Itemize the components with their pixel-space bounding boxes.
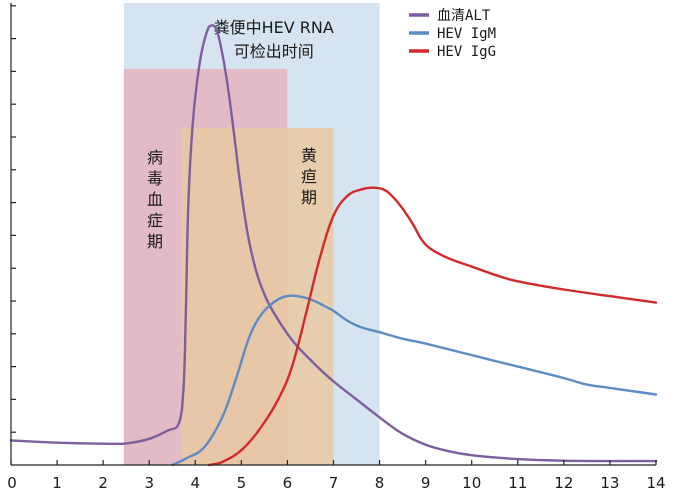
viremia-label: 毒 [147, 169, 163, 188]
viremia-label: 血 [147, 190, 163, 209]
x-tick-label: 6 [283, 474, 293, 492]
legend-label: HEV IgM [437, 26, 496, 42]
x-tick-label: 8 [375, 474, 385, 492]
fecal-rna-label: 粪便中HEV RNA [214, 18, 334, 37]
viremia-label: 期 [147, 232, 163, 251]
x-tick-label: 14 [646, 474, 665, 492]
axes: 0 1 2 3 4 5 6 7 8 9 10 11 12 13 14 [7, 3, 666, 492]
legend-label: HEV IgG [437, 44, 496, 60]
x-tick-label: 4 [191, 474, 201, 492]
igm-line [171, 294, 658, 467]
x-tick-label: 5 [237, 474, 247, 492]
alt-line [9, 24, 658, 463]
series-lines [9, 24, 658, 467]
x-tick-label: 2 [98, 474, 108, 492]
jaundice-band [181, 128, 334, 465]
x-tick-label: 7 [329, 474, 339, 492]
x-tick-label: 13 [600, 474, 619, 492]
x-tick-label: 10 [462, 474, 481, 492]
igg-line [207, 186, 658, 467]
jaundice-label: 疸 [301, 167, 317, 186]
x-tick-label: 1 [52, 474, 62, 492]
fecal-rna-label: 可检出时间 [234, 42, 314, 61]
legend: 血清ALT HEV IgM HEV IgG [409, 8, 496, 60]
jaundice-label: 期 [301, 188, 317, 207]
viremia-label: 病 [147, 148, 163, 167]
x-tick-label: 11 [508, 474, 527, 492]
viremia-label: 症 [147, 211, 163, 230]
x-tick-label: 0 [7, 474, 17, 492]
x-tick-label: 12 [554, 474, 573, 492]
period-bands [123, 3, 380, 465]
jaundice-label: 黄 [301, 146, 317, 165]
x-tick-label: 3 [144, 474, 154, 492]
legend-label: 血清ALT [437, 8, 491, 24]
x-tick-label: 9 [421, 474, 431, 492]
